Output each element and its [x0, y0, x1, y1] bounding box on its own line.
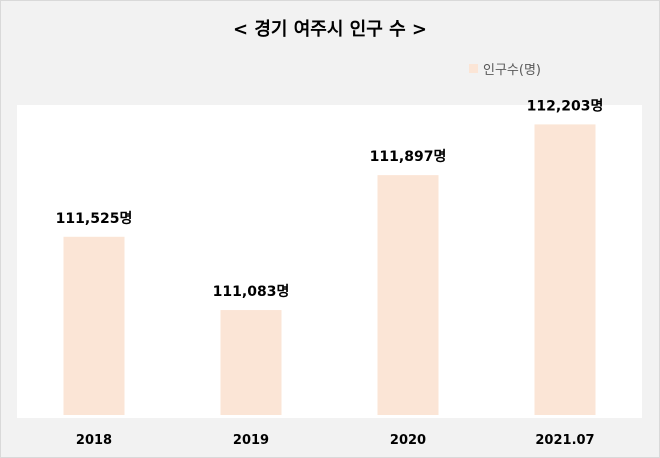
bar-2020 [377, 175, 439, 415]
legend-swatch [469, 64, 478, 73]
data-label-2021.07: 112,203명 [527, 97, 604, 114]
x-tick-label-2021.07: 2021.07 [535, 433, 594, 448]
chart-title: < 경기 여주시 인구 수 > [233, 19, 427, 40]
data-label-2019: 111,083명 [213, 283, 290, 300]
bar-2019 [220, 310, 282, 415]
x-tick-label-2019: 2019 [233, 433, 269, 448]
legend-label: 인구수(명) [483, 63, 541, 78]
bar-2018 [63, 236, 125, 415]
chart-legend: 인구수(명) [469, 59, 541, 78]
data-label-2018: 111,525명 [56, 210, 133, 227]
bar-2021.07 [534, 124, 596, 415]
x-tick-label-2020: 2020 [390, 433, 426, 448]
data-label-2020: 111,897명 [370, 148, 447, 165]
x-tick-label-2018: 2018 [76, 433, 112, 448]
